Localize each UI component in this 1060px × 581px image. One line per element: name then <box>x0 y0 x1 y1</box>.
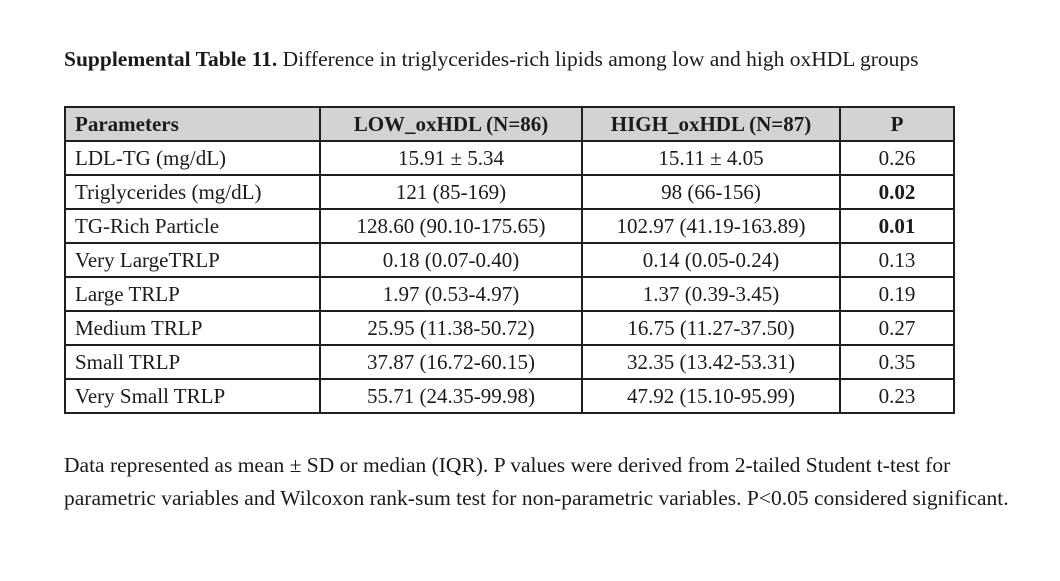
table-row: Very Small TRLP 55.71 (24.35-99.98) 47.9… <box>64 378 955 414</box>
p-value-cell: 0.19 <box>839 276 955 312</box>
param-cell: Small TRLP <box>64 344 321 380</box>
param-cell: LDL-TG (mg/dL) <box>64 140 321 176</box>
high-value-cell: 98 (66-156) <box>581 174 841 210</box>
param-cell: Triglycerides (mg/dL) <box>64 174 321 210</box>
low-value-cell: 25.95 (11.38-50.72) <box>319 310 583 346</box>
low-value-cell: 15.91 ± 5.34 <box>319 140 583 176</box>
high-value-cell: 16.75 (11.27-37.50) <box>581 310 841 346</box>
p-value-cell: 0.02 <box>839 174 955 210</box>
table-row: TG-Rich Particle 128.60 (90.10-175.65) 1… <box>64 208 955 244</box>
low-value-cell: 0.18 (0.07-0.40) <box>319 242 583 278</box>
header-high-oxhdl: HIGH_oxHDL (N=87) <box>581 106 841 142</box>
p-value-cell: 0.27 <box>839 310 955 346</box>
param-cell: Very Small TRLP <box>64 378 321 414</box>
high-value-cell: 0.14 (0.05-0.24) <box>581 242 841 278</box>
table-row: Very LargeTRLP 0.18 (0.07-0.40) 0.14 (0.… <box>64 242 955 278</box>
low-value-cell: 1.97 (0.53-4.97) <box>319 276 583 312</box>
supplemental-table-11: Parameters LOW_oxHDL (N=86) HIGH_oxHDL (… <box>64 106 955 414</box>
table-row: LDL-TG (mg/dL) 15.91 ± 5.34 15.11 ± 4.05… <box>64 140 955 176</box>
table-caption: Supplemental Table 11. Difference in tri… <box>64 42 1012 76</box>
low-value-cell: 121 (85-169) <box>319 174 583 210</box>
table-caption-number: Supplemental Table 11. <box>64 47 278 71</box>
header-p: P <box>839 106 955 142</box>
high-value-cell: 32.35 (13.42-53.31) <box>581 344 841 380</box>
high-value-cell: 102.97 (41.19-163.89) <box>581 208 841 244</box>
header-parameters: Parameters <box>64 106 321 142</box>
param-cell: Medium TRLP <box>64 310 321 346</box>
param-cell: Large TRLP <box>64 276 321 312</box>
table-header-row: Parameters LOW_oxHDL (N=86) HIGH_oxHDL (… <box>64 106 955 142</box>
param-cell: TG-Rich Particle <box>64 208 321 244</box>
param-cell: Very LargeTRLP <box>64 242 321 278</box>
header-low-oxhdl: LOW_oxHDL (N=86) <box>319 106 583 142</box>
table-row: Medium TRLP 25.95 (11.38-50.72) 16.75 (1… <box>64 310 955 346</box>
low-value-cell: 37.87 (16.72-60.15) <box>319 344 583 380</box>
p-value-cell: 0.01 <box>839 208 955 244</box>
p-value-cell: 0.26 <box>839 140 955 176</box>
table-footnote: Data represented as mean ± SD or median … <box>64 453 1009 510</box>
low-value-cell: 128.60 (90.10-175.65) <box>319 208 583 244</box>
table-row: Triglycerides (mg/dL) 121 (85-169) 98 (6… <box>64 174 955 210</box>
high-value-cell: 47.92 (15.10-95.99) <box>581 378 841 414</box>
table-row: Large TRLP 1.97 (0.53-4.97) 1.37 (0.39-3… <box>64 276 955 312</box>
low-value-cell: 55.71 (24.35-99.98) <box>319 378 583 414</box>
paper-page: Supplemental Table 11. Difference in tri… <box>64 42 1014 515</box>
p-value-cell: 0.23 <box>839 378 955 414</box>
high-value-cell: 1.37 (0.39-3.45) <box>581 276 841 312</box>
table-row: Small TRLP 37.87 (16.72-60.15) 32.35 (13… <box>64 344 955 380</box>
table-caption-text: Difference in triglycerides-rich lipids … <box>277 47 919 71</box>
p-value-cell: 0.35 <box>839 344 955 380</box>
high-value-cell: 15.11 ± 4.05 <box>581 140 841 176</box>
p-value-cell: 0.13 <box>839 242 955 278</box>
